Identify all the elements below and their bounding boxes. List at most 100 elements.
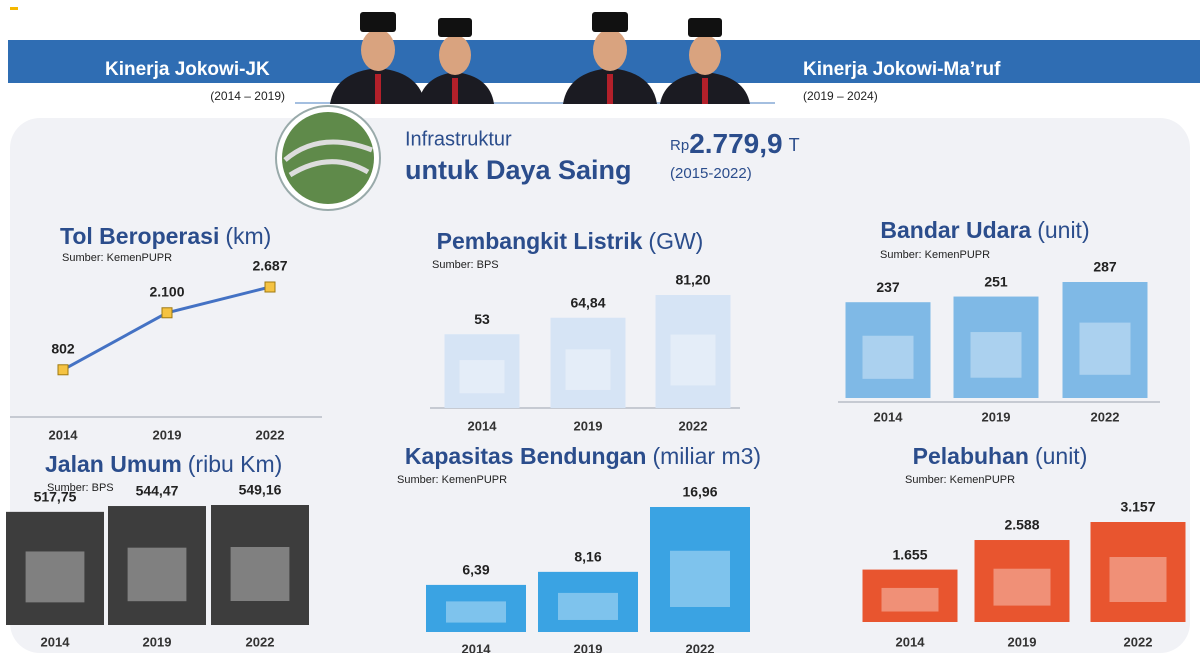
- bar-detail: [558, 592, 618, 620]
- x-tick-label: 2019: [574, 418, 603, 433]
- x-tick-label: 2014: [41, 634, 71, 649]
- value-label: 2.588: [1004, 517, 1039, 533]
- unit: T: [789, 135, 800, 155]
- x-tick-label: 2022: [1124, 634, 1153, 649]
- value-label: 2.687: [252, 258, 287, 274]
- bar: [1062, 282, 1148, 398]
- x-tick-label: 2019: [143, 634, 172, 649]
- bar: [1090, 522, 1186, 622]
- summary-line2: untuk Daya Saing: [405, 155, 632, 185]
- currency: Rp: [670, 137, 689, 154]
- bar-detail: [565, 349, 611, 390]
- chart-title: Kapasitas Bendungan (miliar m3): [405, 443, 761, 469]
- value-label: 544,47: [136, 483, 179, 499]
- accent: [10, 7, 18, 10]
- source: Sumber: KemenPUPR: [905, 474, 1015, 486]
- value-label: 1.655: [892, 546, 927, 562]
- chart-title: Tol Beroperasi (km): [60, 223, 271, 249]
- value-label: 53: [474, 311, 490, 327]
- x-tick-label: 2014: [49, 427, 79, 442]
- value-label: 81,20: [675, 272, 710, 288]
- title-unit: (GW): [648, 228, 703, 254]
- left-title: Kinerja Jokowi-JK: [105, 59, 270, 80]
- x-tick-label: 2022: [256, 427, 285, 442]
- x-tick-label: 2014: [896, 634, 926, 649]
- portraits: [330, 12, 750, 104]
- source: Sumber: KemenPUPR: [880, 249, 990, 261]
- summary-period: (2015-2022): [670, 165, 752, 182]
- x-tick-label: 2019: [574, 641, 603, 653]
- summary-line1: Infrastruktur: [405, 128, 512, 150]
- bar: [550, 317, 626, 408]
- value-label: 237: [876, 279, 900, 295]
- bar-detail: [1079, 322, 1131, 375]
- title-main: Kapasitas Bendungan: [405, 443, 647, 469]
- x-tick-label: 2022: [686, 641, 715, 653]
- x-tick-label: 2019: [982, 409, 1011, 424]
- source: Sumber: KemenPUPR: [62, 252, 172, 264]
- bar-detail: [862, 335, 914, 379]
- x-tick-label: 2022: [246, 634, 275, 649]
- bar: [862, 569, 958, 622]
- right-period: (2019 – 2024): [803, 89, 878, 103]
- summary-amount: Rp2.779,9 T: [670, 128, 800, 159]
- marker: [57, 364, 69, 376]
- title-main: Bandar Udara: [880, 217, 1031, 243]
- bar-detail: [446, 601, 506, 623]
- x-tick-label: 2022: [679, 418, 708, 433]
- photo: [275, 105, 381, 211]
- title-main: Pelabuhan: [913, 443, 1029, 469]
- value-label: 6,39: [462, 562, 489, 578]
- bar: [974, 540, 1070, 622]
- title-main: Jalan Umum: [45, 451, 182, 477]
- title-main: Pembangkit Listrik: [437, 228, 643, 254]
- title-unit: (unit): [1037, 217, 1089, 243]
- chart-title: Jalan Umum (ribu Km): [45, 451, 282, 477]
- bar: [444, 334, 520, 408]
- bar-detail: [670, 550, 730, 607]
- marker: [264, 281, 276, 293]
- x-tick-label: 2019: [1008, 634, 1037, 649]
- value-label: 549,16: [239, 482, 282, 498]
- bar-detail: [25, 551, 85, 603]
- marker: [161, 307, 173, 319]
- bar: [845, 302, 931, 398]
- source: Sumber: KemenPUPR: [397, 474, 507, 486]
- value-label: 64,84: [570, 294, 605, 310]
- bar: [108, 506, 206, 625]
- x-tick-label: 2014: [462, 641, 492, 653]
- bar: [953, 296, 1039, 398]
- bar: [655, 295, 731, 408]
- bar-detail: [881, 587, 939, 612]
- value-label: 517,75: [34, 489, 77, 505]
- value-label: 3.157: [1120, 499, 1155, 515]
- bar-detail: [970, 332, 1022, 378]
- bar-detail: [127, 547, 187, 602]
- x-tick-label: 2014: [874, 409, 904, 424]
- bar: [538, 571, 638, 632]
- x-tick-label: 2019: [153, 427, 182, 442]
- bar-detail: [459, 360, 505, 394]
- title-unit: (km): [225, 223, 271, 249]
- bar-detail: [670, 334, 716, 386]
- x-tick-label: 2022: [1091, 409, 1120, 424]
- bar: [650, 507, 750, 632]
- value-label: 251: [984, 273, 1008, 289]
- value-label: 287: [1093, 259, 1117, 275]
- left-period: (2014 – 2019): [210, 89, 285, 103]
- bar: [426, 584, 526, 632]
- right-title: Kinerja Jokowi-Ma’ruf: [803, 59, 1001, 80]
- chart-title: Pelabuhan (unit): [913, 443, 1088, 469]
- chart-title: Bandar Udara (unit): [880, 217, 1089, 243]
- x-tick-label: 2014: [468, 418, 498, 433]
- bar: [6, 511, 104, 625]
- bar-detail: [993, 568, 1051, 606]
- value-label: 802: [51, 340, 75, 356]
- source: Sumber: BPS: [47, 482, 114, 494]
- chart-title: Pembangkit Listrik (GW): [437, 228, 704, 254]
- title-unit: (ribu Km): [188, 451, 283, 477]
- value-label: 2.100: [149, 283, 184, 299]
- value-label: 8,16: [574, 549, 601, 565]
- bar: [211, 505, 309, 625]
